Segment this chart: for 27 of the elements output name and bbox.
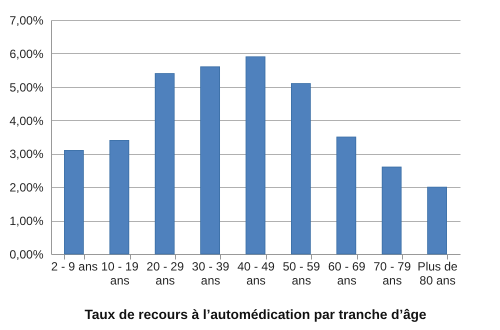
y-tick-label: 4,00% xyxy=(9,114,44,128)
bar xyxy=(382,166,402,254)
y-tick-label: 3,00% xyxy=(9,147,44,162)
bar xyxy=(154,73,175,254)
bar xyxy=(246,56,266,254)
x-tick-label: Plus de 80 ans xyxy=(418,260,458,288)
x-tick-label: 70 - 79 ans xyxy=(374,260,412,288)
y-tick-label: 0,00% xyxy=(9,248,44,262)
y-tick-label: 7,00% xyxy=(9,14,44,28)
bar xyxy=(336,136,356,254)
x-tick-label: 2 - 9 ans xyxy=(51,260,98,274)
x-tick-label: 10 - 19 ans xyxy=(101,260,139,288)
bar xyxy=(64,150,84,254)
x-tick-label: 50 - 59 ans xyxy=(282,260,320,288)
bar xyxy=(109,140,130,254)
y-tick-label: 1,00% xyxy=(9,214,44,228)
text: Taux de recours à l’automédication par tranche d’âge xyxy=(84,307,427,322)
bar xyxy=(427,186,447,254)
y-tick-label: 5,00% xyxy=(9,80,44,94)
y-tick-label: 2,00% xyxy=(9,180,44,195)
bar xyxy=(200,66,220,254)
y-tick-label: 6,00% xyxy=(9,46,44,61)
x-tick-label: 20 - 29 ans xyxy=(146,260,184,288)
x-tick-label: 40 - 49 ans xyxy=(237,260,276,288)
bar xyxy=(290,83,311,254)
x-tick-label: 60 - 69 ans xyxy=(328,260,366,288)
x-tick-label: 30 - 39 ans xyxy=(192,260,230,288)
